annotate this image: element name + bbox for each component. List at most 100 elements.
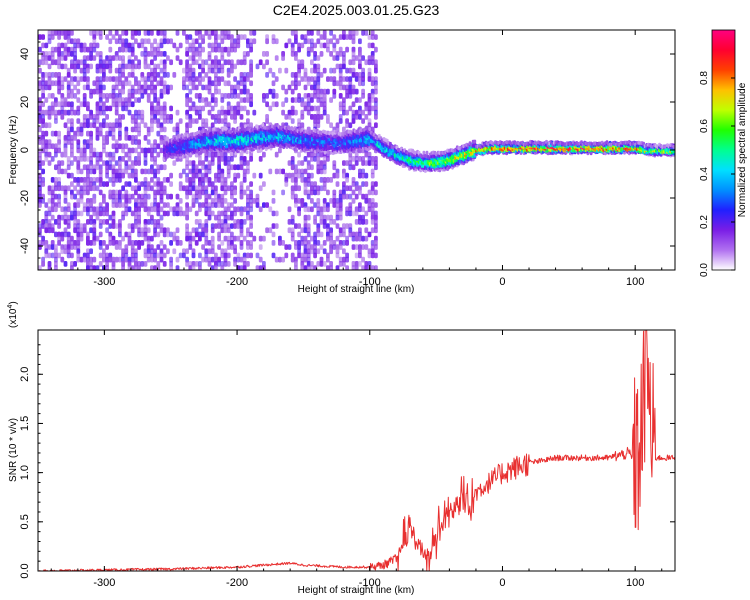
heatmap-cell	[358, 202, 362, 208]
heatmap-cell	[297, 231, 301, 238]
heatmap-cell	[265, 38, 269, 45]
heatmap-cell	[284, 88, 289, 95]
heatmap-cell	[284, 244, 289, 250]
heatmap-cell	[255, 252, 260, 259]
heatmap-cell	[297, 223, 301, 229]
heatmap-cell	[118, 135, 122, 141]
heatmap-cell	[313, 248, 317, 255]
heatmap-cell	[281, 189, 285, 196]
heatmap-cell	[322, 42, 327, 49]
heatmap-cell	[290, 118, 295, 124]
heatmap-cell	[156, 122, 161, 129]
heatmap-cell	[105, 256, 109, 263]
heatmap-cell	[111, 168, 116, 175]
heatmap-cell	[326, 231, 330, 238]
heatmap-cell	[47, 72, 52, 78]
heatmap-cell	[143, 46, 148, 53]
heatmap-cell	[153, 227, 157, 234]
heatmap-cell	[351, 198, 356, 204]
heatmap-cell	[41, 109, 45, 116]
heatmap-cell	[294, 30, 298, 36]
heatmap-cell	[335, 248, 340, 255]
heatmap-cell	[191, 80, 196, 87]
heatmap-cell	[134, 156, 138, 162]
heatmap-cell	[351, 164, 356, 171]
heatmap-cell	[143, 248, 148, 255]
heatmap-cell	[194, 30, 199, 36]
heatmap-cell	[114, 109, 119, 116]
heatmap-cell	[150, 114, 154, 120]
heatmap-cell	[114, 67, 119, 74]
heatmap-cell	[313, 235, 317, 242]
heatmap-cell	[47, 109, 52, 116]
heatmap-cell	[294, 265, 298, 270]
heatmap-cell	[137, 30, 141, 36]
heatmap-cell	[210, 244, 215, 250]
heatmap-cell	[310, 67, 314, 74]
heatmap-cell	[146, 256, 151, 263]
heatmap-cell	[374, 156, 378, 162]
heatmap-cell	[223, 219, 228, 225]
heatmap-cell	[44, 151, 49, 158]
heatmap-cell	[95, 177, 100, 183]
heatmap-cell	[242, 160, 247, 166]
heatmap-cell	[41, 240, 45, 246]
heatmap-cell	[153, 114, 157, 120]
heatmap-cell	[310, 46, 314, 53]
heatmap-cell	[178, 185, 183, 192]
heatmap-cell	[268, 67, 273, 74]
heatmap-cell	[370, 168, 375, 175]
heatmap-cell	[95, 214, 100, 221]
heatmap-cell	[41, 219, 45, 225]
heatmap-cell	[233, 223, 237, 229]
heatmap-cell	[194, 93, 199, 99]
heatmap-cell	[118, 130, 122, 137]
heatmap-cell	[185, 93, 189, 99]
heatmap-cell	[294, 202, 298, 208]
heatmap-cell	[230, 109, 234, 116]
heatmap-cell	[63, 210, 68, 217]
heatmap-cell	[121, 172, 125, 179]
heatmap-cell	[342, 109, 346, 116]
heatmap-cell	[137, 210, 141, 217]
heatmap-cell	[73, 93, 77, 99]
heatmap-cell	[57, 177, 61, 183]
heatmap-cell	[47, 189, 52, 196]
heatmap-cell	[98, 189, 103, 196]
heatmap-cell	[332, 219, 337, 225]
heatmap-cell	[172, 206, 177, 213]
heatmap-cell	[214, 189, 218, 196]
heatmap-cell	[358, 55, 362, 61]
heatmap-cell	[185, 231, 189, 238]
heatmap-cell	[47, 143, 52, 150]
heatmap-cell	[306, 46, 311, 53]
heatmap-cell	[156, 51, 161, 57]
heatmap-cell	[162, 227, 167, 234]
heatmap-cell	[159, 67, 164, 74]
heatmap-cell	[313, 214, 317, 221]
heatmap-cell	[345, 193, 349, 200]
heatmap-cell	[98, 34, 103, 40]
heatmap-cell	[345, 172, 349, 179]
heatmap-cell	[76, 143, 81, 150]
heatmap-cell	[47, 206, 52, 213]
heatmap-cell	[358, 51, 362, 57]
heatmap-cell	[137, 59, 141, 66]
heatmap-cell	[335, 168, 340, 175]
heatmap-cell	[41, 118, 45, 124]
heatmap-cell	[338, 34, 343, 40]
heatmap-cell	[143, 63, 148, 70]
heatmap-cell	[159, 185, 164, 192]
heatmap-cell	[153, 181, 157, 187]
heatmap-cell	[297, 59, 301, 66]
heatmap-cell	[303, 235, 308, 242]
heatmap-cell	[86, 139, 90, 145]
heatmap-cell	[367, 42, 372, 49]
heatmap-cell	[185, 193, 189, 200]
heatmap-cell	[374, 164, 378, 171]
heatmap-cell	[38, 67, 42, 74]
heatmap-cell	[310, 84, 314, 91]
heatmap-cell	[364, 193, 369, 200]
heatmap-cell	[127, 156, 132, 162]
heatmap-cell	[130, 265, 135, 270]
